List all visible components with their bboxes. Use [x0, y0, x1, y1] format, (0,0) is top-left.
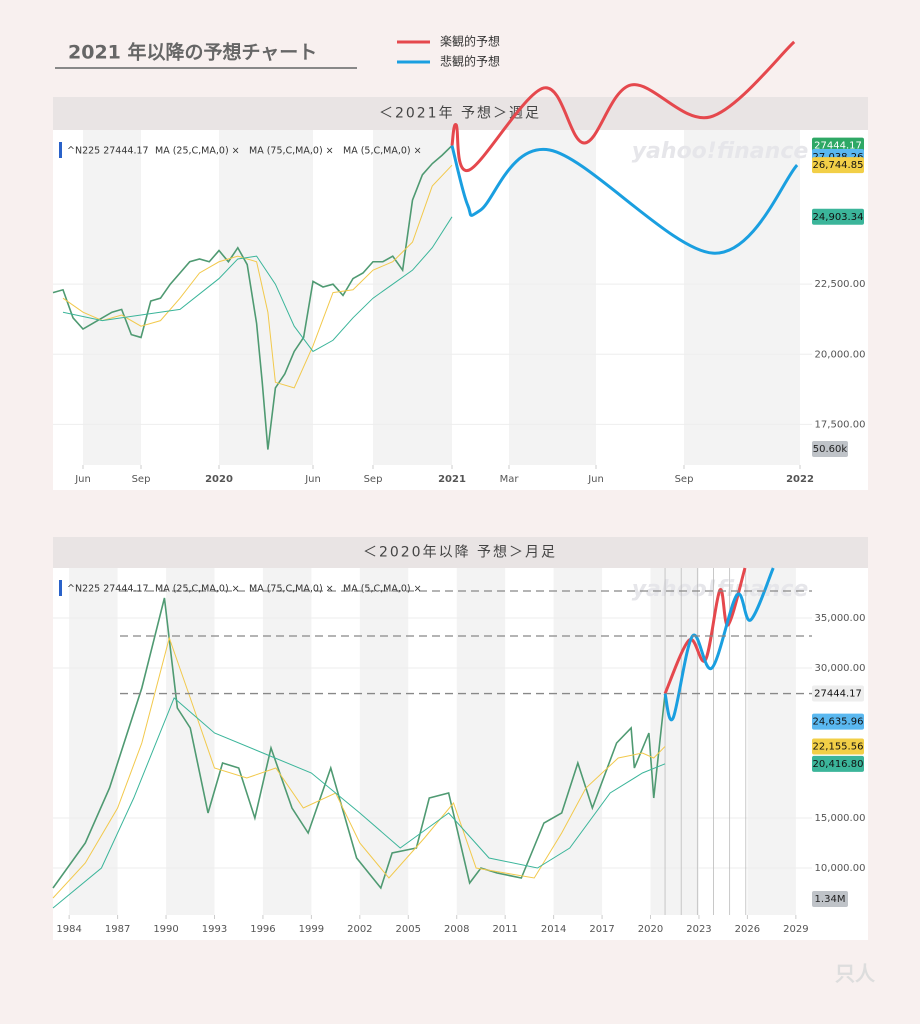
panel-title: ＜2021年 予想＞週足 [379, 106, 541, 122]
y-tick-label: 15,000.00 [815, 813, 866, 824]
price-badge [812, 713, 864, 730]
time-band [553, 568, 603, 915]
ticker-mark [59, 580, 62, 596]
y-tick-label: 30,000.00 [815, 663, 866, 674]
time-band [747, 568, 796, 915]
x-tick-label: Jun [304, 474, 321, 485]
price-badge-label: 27444.17 [814, 141, 862, 152]
x-tick-label: 1996 [250, 924, 275, 935]
ticker-item: MA (5,C,MA,0) × [343, 146, 422, 157]
time-band [684, 130, 800, 465]
time-band [69, 568, 118, 915]
page-title: 2021 年以降の予想チャート [68, 41, 317, 64]
ticker-item: ^N225 27444.17 [67, 584, 149, 595]
logo: 只人 [835, 962, 876, 986]
x-tick-label: 1990 [153, 924, 178, 935]
x-tick-label: 1984 [56, 924, 81, 935]
volume-label: 50.60k [813, 444, 848, 455]
price-badge-label: 20,416.80 [813, 759, 864, 770]
forecast-line [663, 567, 775, 722]
price-badge-label: 26,744.85 [813, 160, 864, 171]
time-band [456, 568, 506, 915]
volume-badge [812, 891, 848, 907]
forecast-line [450, 145, 799, 255]
price-badge [812, 738, 864, 755]
x-tick-label: 2029 [783, 924, 808, 935]
ticker-item: MA (75,C,MA,0) × [249, 584, 334, 595]
time-band [219, 130, 313, 465]
y-tick-label: 17,500.00 [815, 419, 866, 430]
time-band [359, 568, 409, 915]
x-tick-label: Jun [74, 474, 91, 485]
x-tick-label: 2011 [492, 924, 517, 935]
price-line [52, 145, 453, 450]
volume-label: 1.34M [815, 894, 846, 905]
price-line [62, 216, 453, 353]
price-badge-label: 24,903.34 [813, 212, 864, 223]
price-badge-label: 22,155.56 [813, 741, 864, 752]
price-badge [812, 208, 864, 225]
x-tick-label: 2026 [735, 924, 760, 935]
y-tick-label: 22,500.00 [815, 279, 866, 290]
forecast-line [450, 40, 796, 172]
time-band [650, 568, 699, 915]
price-line [62, 164, 453, 389]
x-tick-label: 2005 [396, 924, 421, 935]
x-tick-label: 2002 [347, 924, 372, 935]
x-tick-label: Sep [364, 474, 383, 485]
legend-label: 悲観的予想 [440, 54, 500, 69]
price-line [52, 597, 666, 890]
x-tick-label: Sep [132, 474, 151, 485]
ticker-item: MA (25,C,MA,0) × [155, 584, 240, 595]
time-band [83, 130, 141, 465]
x-tick-label: 2020 [205, 474, 233, 485]
y-tick-label: 20,000.00 [815, 349, 866, 360]
y-tick-label: 10,000.00 [815, 863, 866, 874]
x-tick-label: 2017 [589, 924, 614, 935]
ticker-item: MA (25,C,MA,0) × [155, 146, 240, 157]
x-tick-label: 1993 [202, 924, 227, 935]
x-tick-label: Sep [675, 474, 694, 485]
x-tick-label: Mar [500, 474, 520, 485]
panel-title: ＜2020年以降 予想＞月足 [363, 545, 557, 561]
time-band [166, 568, 215, 915]
x-tick-label: 1999 [299, 924, 324, 935]
x-tick-label: 2021 [438, 474, 466, 485]
price-badge [812, 685, 864, 702]
panel-header [53, 97, 868, 130]
time-band [373, 130, 452, 465]
x-tick-label: 2014 [541, 924, 566, 935]
price-line [52, 636, 666, 899]
forecast-line [663, 567, 747, 695]
price-badge [812, 157, 864, 174]
volume-badge [812, 441, 848, 457]
price-badge-label: 24,635.96 [813, 717, 864, 728]
x-tick-label: 2008 [444, 924, 469, 935]
x-tick-label: 2022 [786, 474, 814, 485]
x-tick-label: 2020 [638, 924, 663, 935]
price-line [52, 697, 666, 909]
price-badge-label: 27444.17 [814, 689, 862, 700]
time-band [509, 130, 596, 465]
legend-label: 楽観的予想 [440, 34, 500, 49]
price-badge [812, 755, 864, 772]
x-tick-label: 2023 [686, 924, 711, 935]
y-tick-label: 35,000.00 [815, 613, 866, 624]
x-tick-label: Jun [587, 474, 604, 485]
ticker-item: MA (75,C,MA,0) × [249, 146, 334, 157]
panel-header [53, 537, 868, 568]
watermark: yahoo!finance [632, 139, 809, 164]
ticker-mark [59, 142, 62, 158]
time-band [262, 568, 312, 915]
ticker-item: ^N225 27444.17 [67, 146, 149, 157]
ticker-item: MA (5,C,MA,0) × [343, 584, 422, 595]
x-tick-label: 1987 [105, 924, 130, 935]
